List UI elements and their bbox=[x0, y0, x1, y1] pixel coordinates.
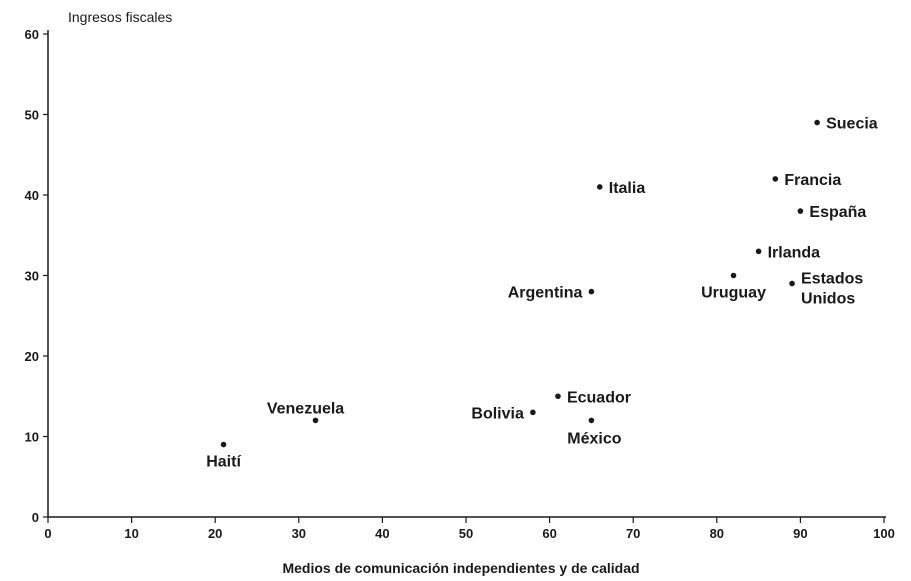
y-tick-label: 30 bbox=[25, 269, 39, 284]
x-tick-label: 80 bbox=[710, 526, 724, 541]
y-tick-label: 50 bbox=[25, 108, 39, 123]
point-ecuador bbox=[555, 393, 561, 400]
point-argentina bbox=[588, 288, 595, 295]
x-tick-label: 40 bbox=[375, 526, 389, 541]
label-estados-unidos: Estados Unidos bbox=[801, 271, 863, 308]
label-suecia: Suecia bbox=[826, 116, 878, 133]
point-francia bbox=[772, 176, 779, 182]
point-mexico bbox=[588, 417, 595, 424]
data-points: Haití Venezuela Bolivia Ecuador México Argent… bbox=[206, 116, 878, 471]
point-suecia bbox=[814, 119, 820, 126]
label-irlanda: Irlanda bbox=[768, 244, 821, 261]
label-haiti: Haití bbox=[206, 454, 241, 471]
point-italia bbox=[596, 184, 603, 190]
x-tick-label: 100 bbox=[873, 526, 895, 541]
y-axis-title: Ingresos fiscales bbox=[68, 9, 172, 25]
label-argentina: Argentina bbox=[508, 285, 583, 302]
y-axis: 0 10 20 30 40 50 60 bbox=[25, 27, 49, 525]
y-tick-label: 40 bbox=[25, 188, 39, 203]
point-irlanda bbox=[755, 248, 762, 255]
x-axis-title: Medios de comunicación independientes y … bbox=[282, 560, 639, 576]
y-tick-label: 10 bbox=[25, 430, 39, 445]
label-mexico: México bbox=[567, 430, 621, 447]
y-tick-label: 20 bbox=[25, 349, 39, 364]
x-tick-label: 20 bbox=[208, 526, 222, 541]
x-tick-label: 30 bbox=[292, 526, 306, 541]
x-tick-label: 60 bbox=[542, 526, 556, 541]
label-espana: España bbox=[809, 204, 866, 221]
x-tick-label: 50 bbox=[459, 526, 473, 541]
x-tick-label: 70 bbox=[626, 526, 640, 541]
x-tick-label: 10 bbox=[124, 526, 138, 541]
x-tick-label: 0 bbox=[44, 526, 51, 541]
point-estados-unidos bbox=[789, 280, 795, 287]
label-francia: Francia bbox=[784, 172, 841, 189]
point-uruguay bbox=[730, 272, 737, 279]
point-espana bbox=[797, 208, 804, 214]
label-venezuela: Venezuela bbox=[267, 400, 344, 417]
label-italia: Italia bbox=[609, 180, 646, 197]
label-uruguay: Uruguay bbox=[701, 285, 766, 302]
point-bolivia bbox=[530, 409, 536, 416]
y-tick-label: 60 bbox=[25, 27, 39, 42]
point-haiti bbox=[220, 441, 227, 448]
x-axis: 0 10 20 30 40 50 60 70 80 90 100 bbox=[44, 516, 895, 541]
point-venezuela bbox=[312, 417, 319, 424]
label-ecuador: Ecuador bbox=[567, 389, 631, 406]
y-tick-label: 0 bbox=[32, 510, 39, 525]
label-bolivia: Bolivia bbox=[471, 405, 524, 422]
x-tick-label: 90 bbox=[793, 526, 807, 541]
